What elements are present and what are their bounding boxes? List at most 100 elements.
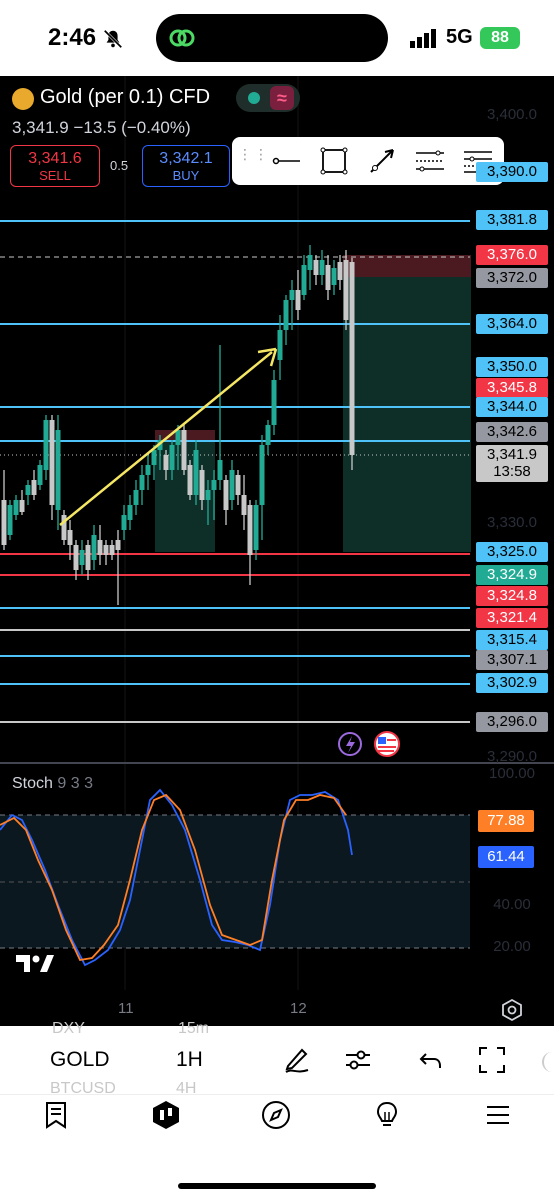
lightbulb-icon <box>376 1101 398 1126</box>
undo-icon[interactable] <box>418 1048 444 1074</box>
rectangle-tool-icon[interactable] <box>318 145 350 177</box>
stop-loss-zone <box>343 255 471 277</box>
chart-canvas[interactable] <box>0 76 554 1026</box>
candlestick <box>235 470 241 505</box>
drawing-toolbar[interactable]: ⋮⋮ <box>232 137 504 185</box>
symbol-title[interactable]: Gold (per 0.1) CFD <box>40 86 211 108</box>
candlestick <box>31 470 37 500</box>
price-axis-label: 13:58 <box>476 462 548 482</box>
candlestick <box>121 505 127 540</box>
candlestick <box>277 315 283 380</box>
axis-tick: 40.00 <box>493 896 531 913</box>
candlestick <box>37 460 43 490</box>
candlestick <box>337 255 343 290</box>
candlestick <box>325 255 331 300</box>
trend-arrow[interactable] <box>59 347 278 526</box>
candlestick <box>73 540 79 580</box>
axis-tick: 3,290.0 <box>486 748 538 765</box>
candlestick <box>265 420 271 455</box>
bell-muted-icon <box>103 29 123 49</box>
pen-drawing-icon[interactable] <box>282 1044 312 1074</box>
candlestick <box>133 480 139 515</box>
sell-label: SELL <box>39 168 71 183</box>
stoch-name: Stoch <box>12 775 53 792</box>
stoch-k-value: 77.88 <box>478 810 534 832</box>
symbol-picker[interactable]: GOLD <box>50 1048 110 1071</box>
fullscreen-icon[interactable] <box>478 1046 506 1074</box>
candlestick <box>43 415 49 480</box>
candlestick <box>7 500 13 540</box>
nav-label: Explore <box>250 1136 302 1153</box>
axis-tick: 3,400.0 <box>486 106 538 123</box>
stoch-k-line <box>0 793 347 962</box>
nav-label: Menu <box>479 1136 517 1153</box>
fib-retracement-icon[interactable] <box>414 145 446 177</box>
battery-indicator: 88 <box>480 27 520 49</box>
price-axis-label: 3,344.0 <box>476 397 548 417</box>
indicators-icon[interactable] <box>344 1046 372 1074</box>
buy-label: BUY <box>172 168 200 183</box>
candlestick <box>163 450 169 480</box>
trend-line-icon[interactable] <box>366 145 398 177</box>
price-axis-label: 3,302.9 <box>476 673 548 693</box>
candlestick <box>55 415 61 530</box>
candlestick <box>151 445 157 480</box>
sell-button[interactable]: 3,341.6 SELL <box>10 145 100 187</box>
market-status-badges[interactable]: ≈ <box>236 84 300 112</box>
price-axis-label: 3,307.1 <box>476 650 548 670</box>
nav-label: Ideas <box>368 1136 406 1153</box>
nav-explore[interactable]: Explore <box>226 1100 326 1153</box>
spread-value: 0.5 <box>110 158 129 173</box>
link-app-icon <box>169 29 195 47</box>
price-chart[interactable] <box>0 76 554 1026</box>
x-axis-label: 11 <box>118 1000 134 1017</box>
nav-label: Watchlist <box>25 1136 87 1153</box>
price-axis-label: 3,321.4 <box>476 608 548 628</box>
horizontal-ray-icon[interactable] <box>270 145 302 177</box>
candlestick <box>313 255 319 285</box>
timeframe-picker[interactable]: 1H <box>176 1048 203 1071</box>
candlestick <box>19 490 25 515</box>
home-indicator <box>178 1183 376 1189</box>
ghost-timeframe-below: 4H <box>176 1080 197 1097</box>
candlestick <box>259 435 265 540</box>
nav-ideas[interactable]: Ideas <box>337 1100 437 1153</box>
price-axis-label: 3,342.6 <box>476 422 548 442</box>
price-axis-label: 3,390.0 <box>476 162 548 182</box>
candlestick <box>145 455 151 490</box>
candlestick <box>97 525 103 565</box>
candlestick <box>307 245 313 290</box>
candlestick <box>13 495 19 520</box>
candlestick <box>61 510 67 545</box>
market-open-dot-icon <box>248 92 260 104</box>
chart-toolbar: DXY 15m BTCUSD 4H <box>0 1020 554 1097</box>
buy-button[interactable]: 3,342.1 BUY <box>142 145 230 187</box>
stoch-params: 9 3 3 <box>57 775 93 792</box>
status-time: 2:46 <box>48 24 97 51</box>
take-profit-zone <box>343 277 471 552</box>
us-flag-event-icon[interactable] <box>374 731 400 757</box>
nav-menu[interactable]: Menu <box>448 1100 548 1153</box>
price-change-line: 3,341.9 −13.5 (−0.40%) <box>12 118 191 137</box>
stoch-indicator-title[interactable]: Stoch 9 3 3 <box>12 775 93 793</box>
candlestick <box>229 460 235 510</box>
data-source-icon: ≈ <box>270 86 294 110</box>
drag-handle-icon[interactable]: ⋮⋮ <box>238 146 270 162</box>
compass-icon <box>262 1101 290 1129</box>
chart-icon <box>153 1101 179 1129</box>
candlestick <box>1 470 7 550</box>
nav-chart[interactable]: Chart <box>116 1100 216 1153</box>
dynamic-island <box>156 14 388 62</box>
lightning-event-icon[interactable] <box>338 732 362 756</box>
price-axis-label: 3,341.9 <box>476 445 548 465</box>
chart-settings-icon[interactable] <box>500 998 524 1022</box>
x-axis-label: 12 <box>290 1000 307 1017</box>
candlestick <box>181 425 187 475</box>
candlestick <box>127 495 133 530</box>
candlestick <box>217 345 223 490</box>
candlestick <box>247 500 253 585</box>
price-axis-label: 3,324.9 <box>476 565 548 585</box>
candlestick <box>91 525 97 570</box>
candlestick <box>109 540 115 560</box>
nav-watchlist[interactable]: Watchlist <box>6 1100 106 1153</box>
